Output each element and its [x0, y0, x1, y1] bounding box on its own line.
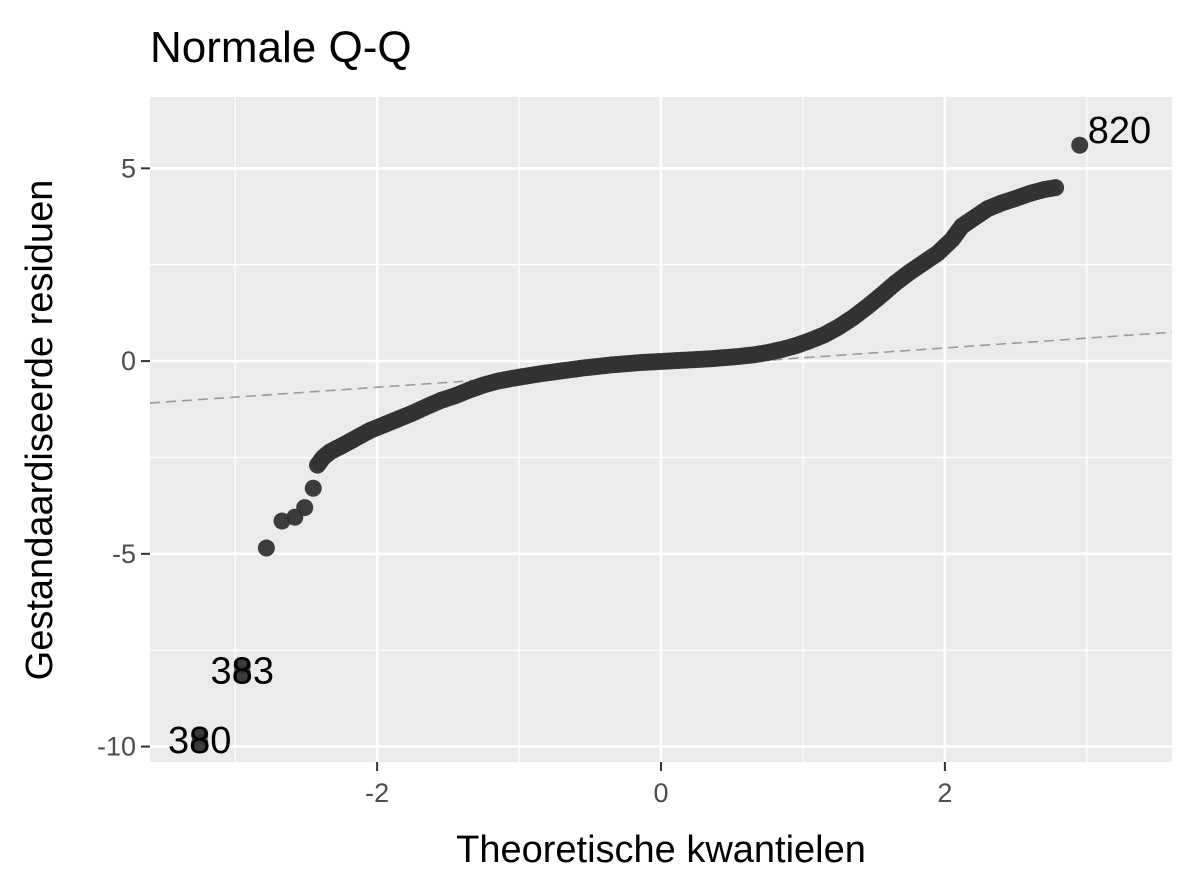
chart-title: Normale Q-Q: [150, 23, 412, 72]
qq-point: [304, 479, 322, 497]
x-tick-label: -2: [365, 778, 389, 808]
qq-point: [296, 499, 314, 517]
qq-point: [191, 734, 209, 752]
y-axis-title: Gestandaardiseerde residuen: [19, 180, 61, 681]
y-tick-label: 5: [121, 153, 136, 183]
qq-point: [1071, 136, 1089, 154]
x-axis-title: Theoretische kwantielen: [456, 829, 866, 871]
point-annotations: 820 383 380: [168, 110, 1151, 762]
x-axis: -2 0 2: [365, 762, 952, 808]
point-label: 383: [211, 650, 274, 692]
point-label: 380: [168, 720, 231, 762]
qq-point: [1047, 179, 1065, 197]
grid-lines: [150, 97, 1172, 762]
point-label: 820: [1088, 110, 1151, 152]
y-tick-label: -10: [97, 732, 136, 762]
qq-point: [257, 539, 275, 557]
y-tick-label: -5: [112, 539, 136, 569]
qq-point: [233, 664, 251, 682]
x-tick-label: 2: [937, 778, 952, 808]
qq-point: [273, 512, 291, 530]
x-tick-label: 0: [653, 778, 668, 808]
y-axis: -10 -5 0 5: [97, 153, 150, 762]
y-tick-label: 0: [121, 346, 136, 376]
data-points: [191, 136, 1089, 752]
